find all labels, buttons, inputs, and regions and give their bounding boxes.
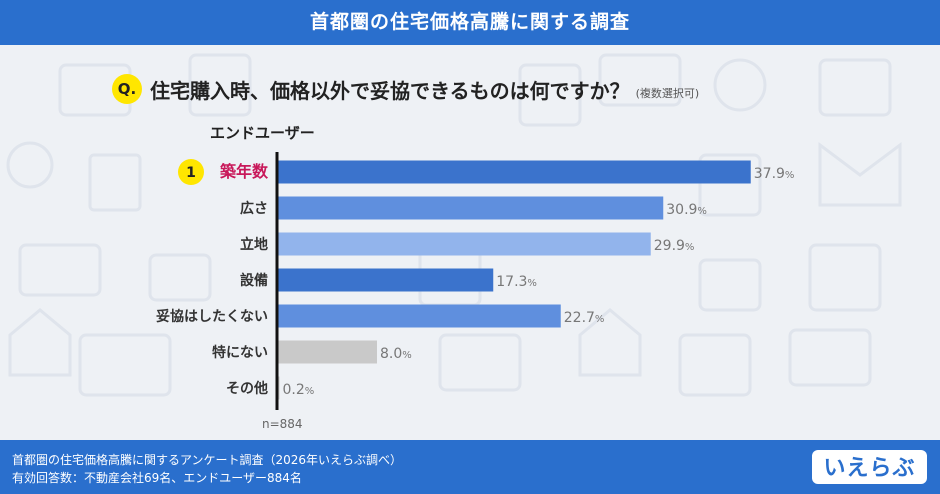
footer-survey-title: 首都圏の住宅価格高騰に関するアンケート調査（2026年いえらぶ調べ） [12, 453, 403, 467]
category-label: 築年数 [219, 162, 269, 181]
value-unit: % [685, 242, 695, 253]
question-badge: Q. [112, 74, 142, 104]
category-label: 妥協はしたくない [156, 308, 268, 325]
value-unit: % [595, 314, 605, 325]
question-text: 住宅購入時、価格以外で妥協できるものは何ですか？ [150, 78, 630, 103]
bar-6 [277, 340, 377, 364]
value-label: 22.7% [564, 310, 605, 326]
rank-badge [178, 159, 204, 185]
value-label: 17.3% [496, 274, 537, 290]
category-label: 立地 [240, 236, 268, 253]
sample-size: n=884 [262, 417, 303, 431]
category-label: その他 [226, 380, 268, 397]
svg-text:いえらぶ: いえらぶ [823, 456, 915, 481]
footer: 首都圏の住宅価格高騰に関するアンケート調査（2026年いえらぶ調べ） 有効回答数… [0, 440, 940, 494]
value-label: 30.9% [666, 202, 707, 218]
bar-5 [277, 304, 561, 328]
value-label: 0.2% [283, 382, 315, 398]
category-label: 設備 [240, 272, 268, 289]
bar-4 [277, 268, 494, 292]
bar-2 [277, 196, 664, 220]
category-label: 特にない [212, 344, 268, 361]
question-block: Q. 住宅購入時、価格以外で妥協できるものは何ですか？ (複数選択可) [112, 74, 699, 104]
footer-response-count: 有効回答数：不動産会社69名、エンドユーザー884名 [12, 471, 302, 485]
background-pattern [6, 53, 902, 397]
bar-1 [277, 160, 751, 184]
page-title: 首都圏の住宅価格高騰に関する調査 [0, 0, 940, 45]
value-unit: % [402, 350, 412, 361]
value-unit: % [785, 170, 795, 181]
value-label: 37.9% [754, 166, 795, 182]
value-unit: % [697, 206, 707, 217]
value-unit: % [527, 278, 537, 289]
rank-badge-number: 1 [186, 165, 196, 181]
value-label: 29.9% [654, 238, 695, 254]
category-label: 広さ [240, 200, 268, 217]
bar-3 [277, 232, 651, 256]
value-label: 8.0% [380, 346, 412, 362]
series-label: エンドユーザー [210, 124, 315, 142]
bar-chart: 築年数 37.9% 広さ 30.9% 立地 29.9% 設備 17.3% 妥協はしたくない 22.… [156, 152, 795, 431]
question-note: (複数選択可) [635, 87, 700, 100]
brand-logo: いえらぶ [812, 450, 927, 484]
value-unit: % [305, 386, 315, 397]
